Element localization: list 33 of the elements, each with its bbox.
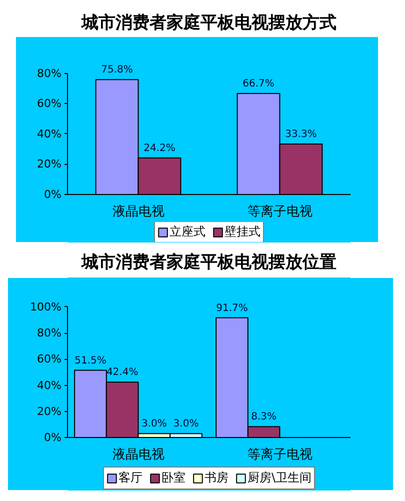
legend-label: 立座式 — [170, 224, 206, 240]
y-tick-label: 20% — [37, 158, 62, 171]
legend-label: 壁挂式 — [224, 224, 260, 240]
data-label: 51.5% — [74, 355, 106, 366]
y-tick-label: 40% — [37, 127, 62, 140]
data-label: 24.2% — [144, 142, 176, 154]
legend-label: 客厅 — [118, 469, 142, 486]
x-tick-label: 液晶电视 — [112, 204, 164, 220]
y-tick-label: 60% — [37, 352, 62, 366]
legend-label: 厨房\卫生间 — [247, 469, 312, 486]
x-tick-label: 液晶电视 — [112, 448, 164, 462]
y-tick-label: 80% — [37, 326, 62, 340]
data-label: 8.3% — [251, 412, 277, 423]
y-tick-label: 20% — [37, 404, 62, 418]
y-tick-label: 100% — [30, 300, 62, 314]
y-tick-label: 40% — [37, 378, 62, 392]
data-label: 91.7% — [216, 302, 248, 314]
x-tick-label: 等离子电视 — [247, 204, 312, 220]
data-label: 3.0% — [173, 418, 199, 430]
data-label: 3.0% — [141, 418, 167, 430]
y-tick-label: 80% — [37, 66, 62, 80]
data-label: 66.7% — [242, 78, 274, 90]
y-tick-label: 60% — [37, 97, 62, 110]
chart-title: 城市消费者家庭平板电视摆放方式 — [80, 13, 336, 33]
legend-label: 卧室 — [161, 469, 186, 486]
data-label: 42.4% — [106, 367, 138, 378]
legend-label: 书房 — [204, 469, 228, 486]
data-label: 33.3% — [285, 129, 317, 140]
chart-title: 城市消费者家庭平板电视摆放位置 — [80, 252, 336, 272]
x-tick-label: 等离子电视 — [247, 446, 312, 462]
y-tick-label: 0% — [44, 431, 62, 444]
y-tick-label: 0% — [44, 188, 62, 201]
data-label: 75.8% — [101, 64, 133, 76]
